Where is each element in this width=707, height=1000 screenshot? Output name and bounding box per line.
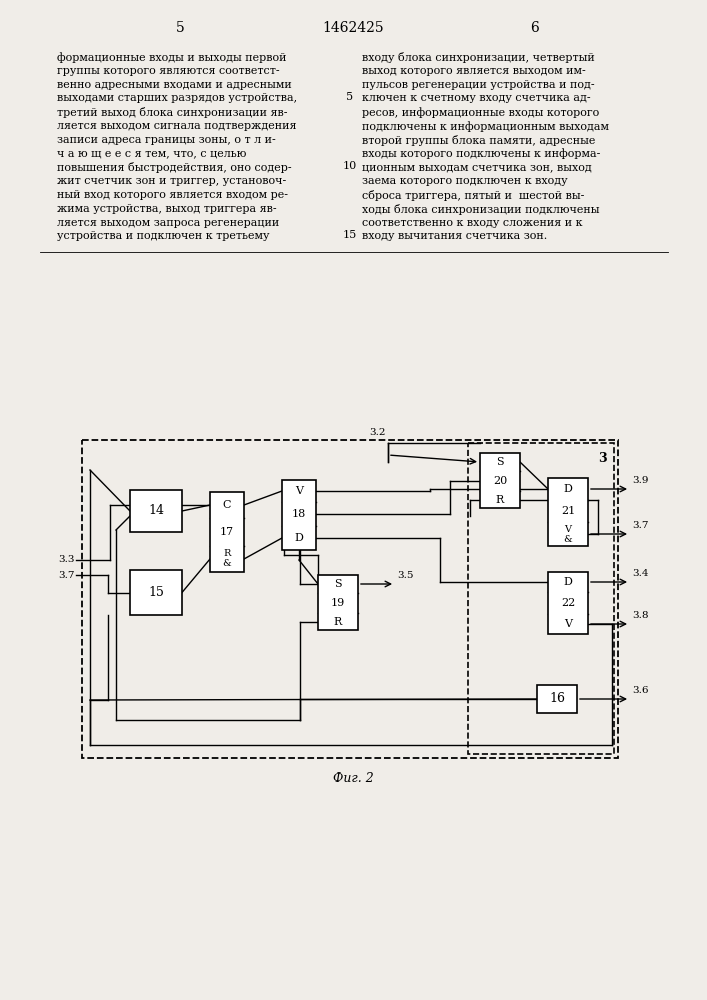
Text: R: R [223,550,230,558]
Text: C: C [223,500,231,510]
Text: ционным выходам счетчика зон, выход: ционным выходам счетчика зон, выход [362,162,592,172]
Text: 20: 20 [493,476,507,486]
Text: 5: 5 [175,21,185,35]
Text: V: V [295,486,303,496]
Text: S: S [334,579,341,589]
Text: пульсов регенерации устройства и под-: пульсов регенерации устройства и под- [362,80,595,90]
Text: D: D [295,533,303,543]
Bar [468,443,614,754]
Text: 21: 21 [561,506,575,516]
Bar [82,440,618,758]
Text: 10: 10 [343,161,357,171]
Bar [130,570,182,615]
Text: выходами старших разрядов устройства,: выходами старших разрядов устройства, [57,93,297,103]
Text: ходы блока синхронизации подключены: ходы блока синхронизации подключены [362,204,600,215]
Text: входу вычитания счетчика зон.: входу вычитания счетчика зон. [362,231,547,241]
Text: 22: 22 [561,598,575,608]
Bar [537,685,577,713]
Text: 3.8: 3.8 [632,611,648,620]
Bar [318,575,358,630]
Text: входы которого подключены к информа-: входы которого подключены к информа- [362,149,600,159]
Text: D: D [563,577,573,587]
Text: 3.3: 3.3 [59,556,75,564]
Bar [282,480,316,550]
Text: записи адреса границы зоны, о т л и-: записи адреса границы зоны, о т л и- [57,135,276,145]
Text: 5: 5 [346,92,354,102]
Text: венно адресными входами и адресными: венно адресными входами и адресными [57,80,292,90]
Text: 15: 15 [343,230,357,240]
Bar [548,478,588,546]
Text: выход которого является выходом им-: выход которого является выходом им- [362,66,586,76]
Text: V: V [564,526,571,534]
Text: 16: 16 [549,692,565,706]
Text: 3.7: 3.7 [632,521,648,530]
Text: V: V [564,619,572,629]
Text: R: R [496,495,504,505]
Text: входу блока синхронизации, четвертый: входу блока синхронизации, четвертый [362,52,595,63]
Text: &: & [563,536,573,544]
Text: 15: 15 [148,586,164,599]
Text: 18: 18 [292,509,306,519]
Bar [548,572,588,634]
Text: второй группы блока памяти, адресные: второй группы блока памяти, адресные [362,135,595,146]
Text: группы которого являются соответст-: группы которого являются соответст- [57,66,280,76]
Text: 3: 3 [598,452,607,465]
Text: ляется выходом сигнала подтверждения: ляется выходом сигнала подтверждения [57,121,296,131]
Text: S: S [496,457,504,467]
Text: подключены к информационным выходам: подключены к информационным выходам [362,121,609,132]
Text: 1462425: 1462425 [322,21,384,35]
Text: 3.5: 3.5 [397,571,414,580]
Text: 17: 17 [220,527,234,537]
Text: соответственно к входу сложения и к: соответственно к входу сложения и к [362,218,583,228]
Text: R: R [334,617,342,627]
Text: ляется выходом запроса регенерации: ляется выходом запроса регенерации [57,218,279,228]
Text: Фиг. 2: Фиг. 2 [332,772,373,784]
Text: ный вход которого является входом ре-: ный вход которого является входом ре- [57,190,288,200]
Bar [210,492,244,572]
Text: 3.9: 3.9 [632,476,648,485]
Text: третий выход блока синхронизации яв-: третий выход блока синхронизации яв- [57,107,288,118]
Text: 3.4: 3.4 [632,569,648,578]
Text: жима устройства, выход триггера яв-: жима устройства, выход триггера яв- [57,204,276,214]
Text: &: & [223,560,231,568]
Bar [130,490,182,532]
Bar [480,453,520,508]
Text: D: D [563,484,573,494]
Text: жит счетчик зон и триггер, установоч-: жит счетчик зон и триггер, установоч- [57,176,286,186]
Text: повышения быстродействия, оно содер-: повышения быстродействия, оно содер- [57,162,291,173]
Text: ключен к счетному входу счетчика ад-: ключен к счетному входу счетчика ад- [362,93,590,103]
Text: 3.6: 3.6 [632,686,648,695]
Text: заема которого подключен к входу: заема которого подключен к входу [362,176,568,186]
Text: 19: 19 [331,598,345,608]
Text: сброса триггера, пятый и  шестой вы-: сброса триггера, пятый и шестой вы- [362,190,585,201]
Text: 3.7: 3.7 [59,570,75,580]
Text: 6: 6 [531,21,539,35]
Text: 3.2: 3.2 [370,428,386,437]
Text: формационные входы и выходы первой: формационные входы и выходы первой [57,52,286,63]
Text: 14: 14 [148,504,164,518]
Text: устройства и подключен к третьему: устройства и подключен к третьему [57,231,269,241]
Text: ч а ю щ е е с я тем, что, с целью: ч а ю щ е е с я тем, что, с целью [57,149,246,159]
Text: ресов, информационные входы которого: ресов, информационные входы которого [362,107,600,118]
